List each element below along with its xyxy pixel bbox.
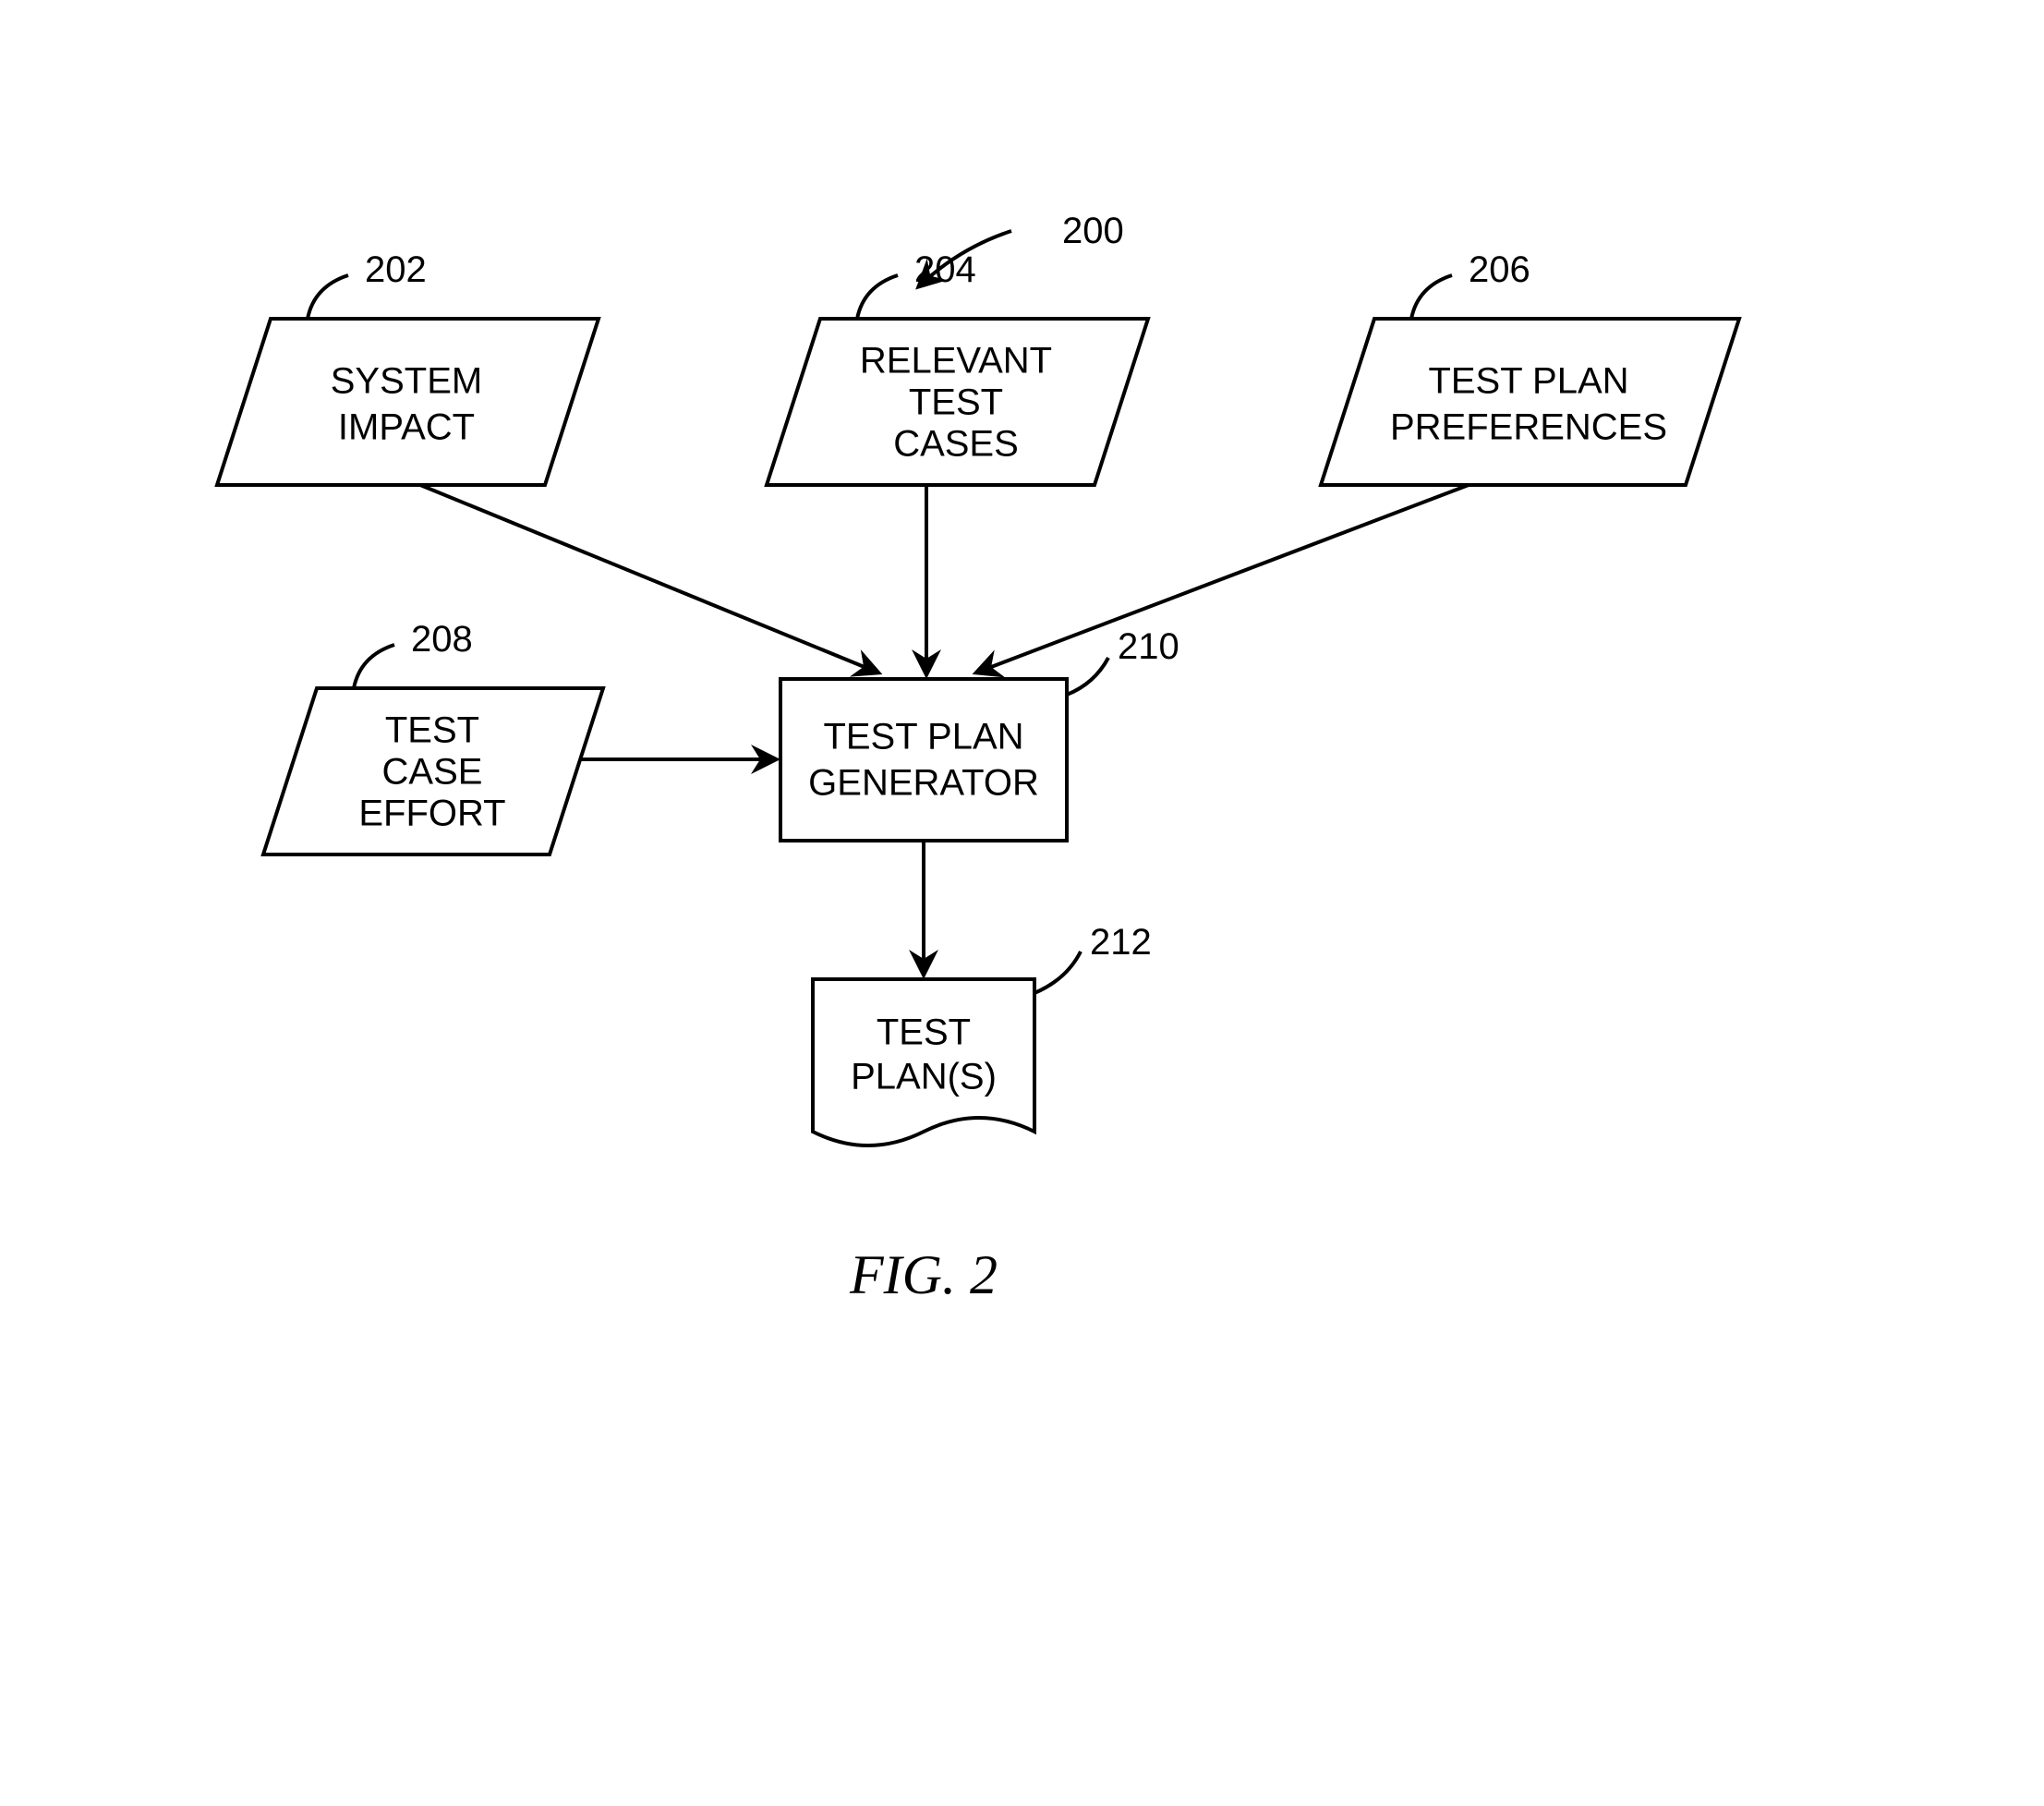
node-system-impact: SYSTEM IMPACT 202 — [217, 249, 599, 485]
ref-212: 212 — [1090, 922, 1152, 963]
node-test-plans-line2: PLAN(S) — [851, 1057, 997, 1097]
node-test-plans: TEST PLAN(S) 212 — [813, 922, 1152, 1145]
node-test-case-effort-line1: TEST — [385, 710, 479, 751]
node-system-impact-line1: SYSTEM — [331, 361, 482, 402]
ref-208: 208 — [411, 619, 473, 660]
node-system-impact-line2: IMPACT — [338, 407, 475, 448]
node-test-plan-preferences: TEST PLAN PREFERENCES 206 — [1321, 249, 1739, 485]
ref-206: 206 — [1469, 249, 1530, 290]
node-test-plans-line1: TEST — [877, 1012, 971, 1053]
ref-204: 204 — [914, 249, 976, 290]
node-test-case-effort: TEST CASE EFFORT 208 — [263, 619, 603, 855]
edge-202-210 — [420, 485, 876, 672]
node-test-case-effort-line2: CASE — [382, 752, 483, 793]
node-relevant-test-cases-line1: RELEVANT — [860, 341, 1052, 382]
node-relevant-test-cases: RELEVANT TEST CASES 204 — [767, 249, 1148, 485]
node-relevant-test-cases-line2: TEST — [909, 382, 1003, 423]
overall-ref-label: 200 — [1062, 211, 1124, 251]
node-test-plan-preferences-line1: TEST PLAN — [1428, 361, 1628, 402]
edge-206-210 — [979, 485, 1469, 672]
node-test-plan-generator-line2: GENERATOR — [808, 763, 1039, 804]
ref-202: 202 — [365, 249, 427, 290]
node-test-case-effort-line3: EFFORT — [358, 794, 505, 834]
node-relevant-test-cases-line3: CASES — [893, 424, 1019, 465]
ref-210: 210 — [1118, 626, 1179, 667]
node-test-plan-generator-line1: TEST PLAN — [823, 717, 1023, 758]
figure-caption: FIG. 2 — [849, 1244, 998, 1305]
node-test-plan-preferences-line2: PREFERENCES — [1390, 407, 1667, 448]
